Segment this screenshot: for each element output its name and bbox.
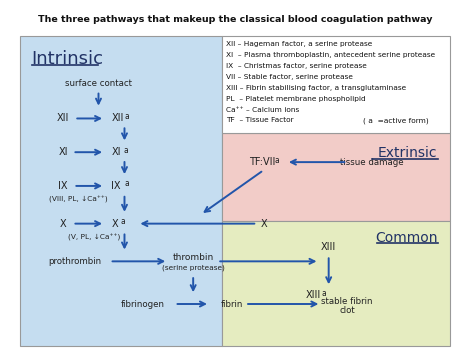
Bar xyxy=(222,36,450,133)
Text: XII – Hageman factor, a serine protease: XII – Hageman factor, a serine protease xyxy=(226,41,372,47)
Text: TF:VII: TF:VII xyxy=(249,157,275,167)
Text: (V, PL, ↓Ca⁺⁺): (V, PL, ↓Ca⁺⁺) xyxy=(68,234,120,241)
Text: PL  – Platelet membrane phospholipid: PL – Platelet membrane phospholipid xyxy=(226,95,365,102)
Text: XII: XII xyxy=(57,114,69,124)
Text: IX  – Christmas factor, serine protease: IX – Christmas factor, serine protease xyxy=(226,63,366,69)
Text: IX: IX xyxy=(111,181,121,191)
Text: (VIII, PL, ↓Ca⁺⁺): (VIII, PL, ↓Ca⁺⁺) xyxy=(49,196,108,203)
Text: X: X xyxy=(111,219,118,229)
Text: X: X xyxy=(60,219,66,229)
Text: a: a xyxy=(125,112,129,121)
Text: a: a xyxy=(125,179,129,189)
Text: a: a xyxy=(124,146,128,155)
Bar xyxy=(222,133,450,221)
Text: tissue damage: tissue damage xyxy=(340,158,404,166)
Text: Extrinsic: Extrinsic xyxy=(378,146,438,160)
Text: XIII: XIII xyxy=(306,290,321,300)
Text: clot: clot xyxy=(339,306,355,316)
Text: XII: XII xyxy=(111,114,124,124)
Text: fibrin: fibrin xyxy=(221,300,243,308)
Text: Ca⁺⁺ – Calcium ions: Ca⁺⁺ – Calcium ions xyxy=(226,106,299,113)
Text: XIII: XIII xyxy=(321,242,337,252)
Text: a: a xyxy=(275,155,280,165)
Text: IX: IX xyxy=(58,181,68,191)
Text: surface contact: surface contact xyxy=(65,79,132,88)
Text: prothrombin: prothrombin xyxy=(49,257,102,266)
Bar xyxy=(222,221,450,346)
Text: thrombin: thrombin xyxy=(173,253,214,262)
Text: XI: XI xyxy=(111,147,121,157)
Text: ( a  =active form): ( a =active form) xyxy=(363,117,429,124)
Text: XIII – Fibrin stabilising factor, a transglutaminase: XIII – Fibrin stabilising factor, a tran… xyxy=(226,85,406,91)
Text: stable fibrin: stable fibrin xyxy=(321,296,373,306)
Text: TF  – Tissue Factor: TF – Tissue Factor xyxy=(226,118,293,124)
Text: a: a xyxy=(321,289,326,297)
Text: VII – Stable factor, serine protease: VII – Stable factor, serine protease xyxy=(226,74,353,80)
Text: XI  – Plasma thromboplastin, antecedent serine protease: XI – Plasma thromboplastin, antecedent s… xyxy=(226,52,435,58)
Text: fibrinogen: fibrinogen xyxy=(121,300,165,308)
Text: Common: Common xyxy=(375,230,438,245)
Text: X: X xyxy=(260,219,267,229)
Text: XI: XI xyxy=(58,147,68,157)
Text: a: a xyxy=(121,217,126,226)
Text: (serine protease): (serine protease) xyxy=(162,264,225,271)
Text: Intrinsic: Intrinsic xyxy=(32,50,104,68)
Bar xyxy=(19,36,222,346)
Text: The three pathways that makeup the classical blood coagulation pathway: The three pathways that makeup the class… xyxy=(38,15,432,24)
